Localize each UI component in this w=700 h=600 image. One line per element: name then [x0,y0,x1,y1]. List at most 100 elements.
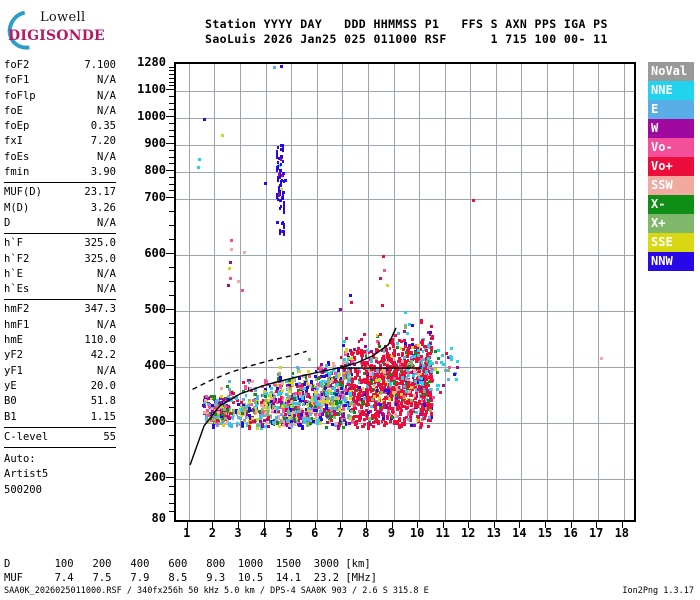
gridline-vertical [419,64,421,520]
echo-point [229,391,232,397]
echo-point [278,176,282,180]
param-name: M(D) [4,201,30,214]
echo-point [278,169,282,173]
echo-point [353,391,357,395]
echo-point [387,407,391,413]
echo-point [258,414,262,417]
echo-point [388,347,391,351]
echo-point [345,382,348,386]
echo-point [291,379,295,383]
param-row: hmF2 347.3 [4,302,116,317]
param-row: M(D) 3.26 [4,201,116,216]
echo-point [358,380,362,384]
param-name: h`Es [4,283,30,296]
echo-point [379,368,383,372]
echo-point [357,339,360,343]
echo-point [347,422,351,426]
lowell-digisonde-logo: Lowell DIGISONDE [0,2,116,58]
echo-point [197,158,201,161]
header-line-values: SaoLuis 2026 Jan25 025 011000 RSF 1 715 … [205,32,608,46]
param-value: N/A [97,364,116,377]
param-row: foF2 7.100 [4,58,116,73]
echo-point [294,406,297,412]
echo-point [271,392,275,396]
param-name: h`F2 [4,252,30,265]
gridline-vertical [495,64,497,520]
echo-point [211,424,215,430]
echo-point [227,379,231,383]
param-row: yE 20.0 [4,379,116,394]
echo-point [399,347,402,351]
echo-point [278,199,282,202]
echo-point [345,337,349,341]
echo-point [364,411,368,415]
echo-point [434,350,438,354]
echo-point [296,366,300,370]
echo-point [404,360,408,364]
echo-point [387,401,391,405]
param-value: 325.0 [84,252,116,265]
param-name: foEp [4,120,30,133]
echo-point [229,239,233,243]
echo-point [229,423,233,429]
echo-point [276,221,280,225]
echo-point [382,361,386,365]
echo-point [383,373,387,377]
echo-point [227,267,231,271]
echo-point [392,334,396,338]
echo-point [347,371,351,375]
echo-point [276,401,280,405]
param-value: 347.3 [84,303,116,316]
echo-point [273,396,275,400]
gridline-vertical [623,64,625,520]
echo-point [225,419,229,423]
echo-point [387,406,391,410]
echo-point [391,390,395,396]
param-name: yF2 [4,349,23,362]
echo-point [414,372,418,376]
echo-point [354,389,358,392]
echo-point [297,376,301,380]
echo-point [326,399,330,402]
param-name: B0 [4,395,17,408]
echo-point [396,395,400,399]
param-value: 7.20 [90,135,116,148]
echo-point [405,415,409,419]
gridline-vertical [521,64,523,520]
echo-point [393,419,396,425]
logo-digisonde-text: DIGISONDE [8,28,105,44]
echo-point [374,408,378,412]
echo-point [341,406,345,412]
param-value: 7.100 [84,59,116,71]
echo-point [391,358,394,362]
echo-point [371,352,375,356]
echo-point [404,367,407,371]
echo-point [355,415,359,418]
echo-point [429,331,433,335]
param-divider [4,426,116,428]
echo-point [388,388,392,392]
param-divider [4,299,116,301]
echo-point [400,421,403,425]
echo-point [363,423,367,427]
echo-point [338,308,342,312]
echo-point [308,357,312,361]
param-divider [4,233,116,235]
echo-point [422,398,426,404]
gridline-vertical [214,64,216,520]
echo-point [403,416,407,422]
param-row: yF1 N/A [4,364,116,379]
echo-point [382,255,385,258]
echo-point [228,277,232,281]
param-row: fxI 7.20 [4,134,116,149]
param-row: foEs N/A [4,150,116,165]
gridline-vertical [316,64,318,520]
gridline-vertical [393,64,395,520]
param-row: foEp 0.35 [4,119,116,134]
echo-point [292,423,296,427]
echo-point [346,389,350,393]
echo-point [407,344,411,350]
echo-point [300,389,304,395]
param-row: foF1 N/A [4,73,116,88]
echo-point [385,284,389,288]
